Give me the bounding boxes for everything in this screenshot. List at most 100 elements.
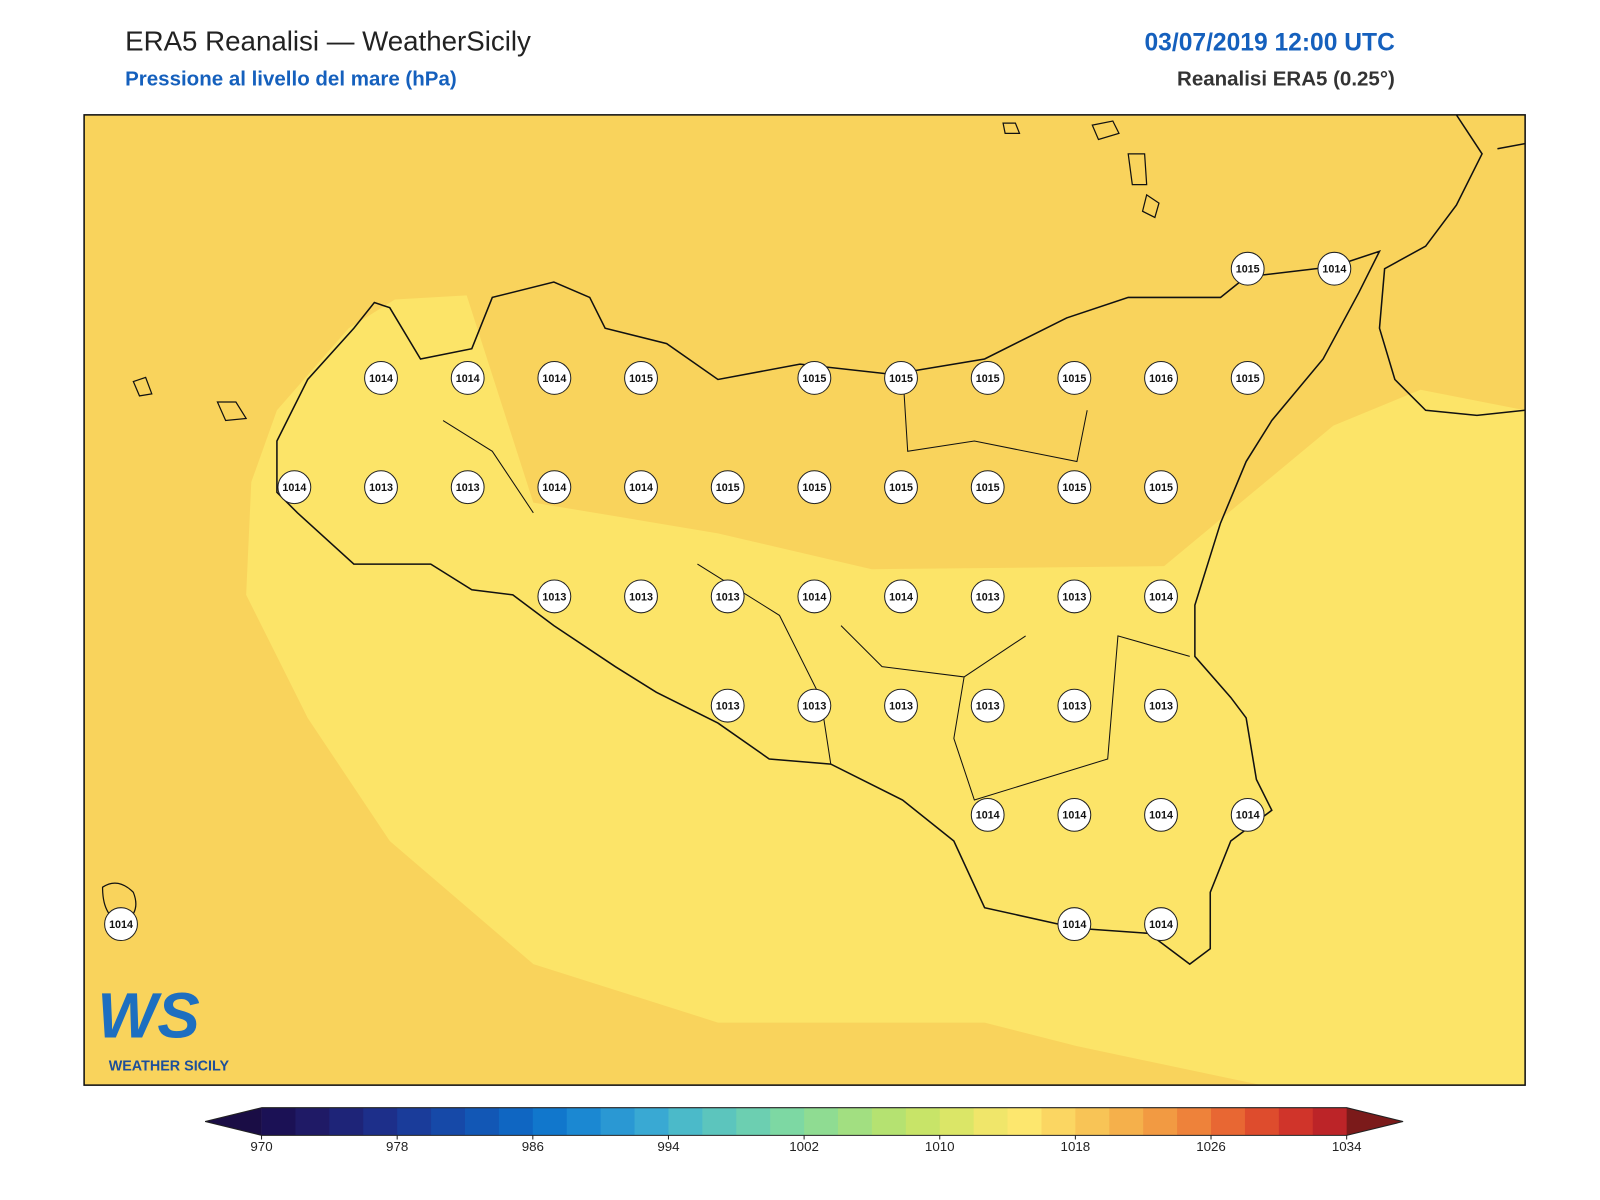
station-marker — [537, 361, 572, 395]
colorbar-segment — [770, 1107, 805, 1136]
station-marker — [884, 688, 918, 723]
colorbar-segment — [1007, 1107, 1042, 1136]
station-label: 1013 — [716, 701, 740, 713]
station-marker — [970, 688, 1005, 723]
colorbar-segment — [1244, 1107, 1280, 1136]
station-label: 1014 — [282, 482, 306, 494]
logo-letters: WS — [97, 980, 199, 1051]
station-marker — [970, 797, 1005, 832]
station-marker — [1144, 361, 1178, 395]
station-marker — [624, 579, 658, 614]
station-label: 1014 — [1149, 591, 1173, 603]
colorbar-segment — [634, 1107, 669, 1136]
station-marker — [1230, 361, 1265, 395]
colorbar-segment — [566, 1107, 602, 1136]
station-label: 1015 — [1062, 482, 1086, 494]
station-marker — [970, 470, 1005, 505]
colorbar-segment — [838, 1107, 873, 1136]
colorbar-segment — [702, 1107, 737, 1136]
colorbar-over — [1346, 1107, 1404, 1136]
station-label: 1015 — [802, 373, 826, 385]
station-marker — [1057, 470, 1092, 505]
colorbar-tick-label: 986 — [522, 1139, 544, 1154]
colorbar-segment — [668, 1107, 703, 1136]
station-label: 1014 — [456, 373, 480, 385]
colorbar-segment — [498, 1107, 534, 1136]
station-label: 1013 — [889, 701, 913, 713]
station-label: 1014 — [629, 482, 653, 494]
station-marker — [277, 470, 312, 505]
colorbar-tick-label: 1034 — [1332, 1139, 1362, 1154]
islands — [101, 120, 1160, 924]
station-label: 1013 — [716, 591, 740, 603]
station-label: 1015 — [629, 373, 653, 385]
colorbar-segment — [1211, 1107, 1246, 1136]
colorbar-segment — [397, 1107, 432, 1136]
colorbar-tick-label: 1010 — [925, 1139, 955, 1154]
station-label: 1015 — [889, 482, 913, 494]
colorbar-tick-label: 1026 — [1196, 1139, 1226, 1154]
station-label: 1014 — [542, 482, 566, 494]
station-label: 1015 — [1062, 373, 1086, 385]
station-marker — [104, 907, 138, 942]
colorbar-segment — [1143, 1107, 1178, 1136]
datetime: 03/07/2019 12:00 UTC — [1144, 30, 1395, 57]
colorbar-segment — [532, 1107, 568, 1136]
station-marker — [710, 579, 745, 614]
station-label: 1013 — [542, 591, 566, 603]
colorbar-segment — [600, 1107, 636, 1136]
station-label: 1014 — [889, 591, 913, 603]
station-label: 1015 — [1236, 373, 1260, 385]
station-label: 1013 — [1062, 591, 1086, 603]
station-label: 1014 — [1149, 810, 1173, 822]
station-marker — [797, 688, 832, 723]
station-label: 1013 — [456, 482, 480, 494]
station-marker — [797, 361, 832, 395]
station-marker — [1144, 688, 1178, 723]
colorbar-segment — [1041, 1107, 1076, 1136]
station-marker — [364, 470, 398, 505]
station-label: 1015 — [802, 482, 826, 494]
station-marker — [1057, 688, 1092, 723]
station-marker — [1057, 907, 1092, 942]
colorbar-segment — [1278, 1107, 1314, 1136]
colorbar-tick-label: 1018 — [1061, 1139, 1091, 1154]
stations: 1015 1014 1014 1014 1014 1015 1015 1015 1015 1015… — [104, 251, 1352, 942]
station-marker — [624, 361, 658, 395]
station-label: 1013 — [369, 482, 393, 494]
station-label: 1014 — [1062, 919, 1086, 931]
colorbar-segment — [363, 1107, 398, 1136]
colorbar-segment — [939, 1107, 975, 1136]
station-label: 1014 — [976, 810, 1000, 822]
station-label: 1016 — [1149, 373, 1173, 385]
colorbar-segment — [871, 1107, 907, 1136]
station-label: 1013 — [1062, 701, 1086, 713]
colorbar-segment — [1075, 1107, 1110, 1136]
colorbar-segment — [1177, 1107, 1212, 1136]
station-label: 1013 — [976, 591, 1000, 603]
colorbar-segment — [465, 1107, 500, 1136]
calabria-coast — [1378, 114, 1526, 417]
map: 1015 1014 1014 1014 1014 1015 1015 1015 1015 1015… — [83, 114, 1526, 1086]
station-label: 1013 — [802, 701, 826, 713]
colorbar-segment — [1109, 1107, 1144, 1136]
station-marker — [1230, 251, 1265, 286]
colorbar-segment — [905, 1107, 941, 1136]
station-marker — [1144, 579, 1178, 614]
colorbar-tick-label: 978 — [386, 1139, 408, 1154]
subtitle: Pressione al livello del mare (hPa) — [125, 67, 457, 90]
station-label: 1014 — [802, 591, 826, 603]
station-marker — [797, 470, 832, 505]
station-marker — [450, 470, 485, 505]
source: Reanalisi ERA5 (0.25°) — [1177, 67, 1395, 90]
coastline — [276, 249, 1382, 966]
colorbar-segment — [804, 1107, 839, 1136]
station-marker — [624, 470, 658, 505]
colorbar: 970 978 986 994 1002 1010 1018 1026 1034 — [205, 1107, 1404, 1154]
colorbar-segment — [295, 1107, 330, 1136]
colorbar-tick-label: 1002 — [789, 1139, 819, 1154]
colorbar-tick-label: 970 — [250, 1139, 272, 1154]
colorbar-segment — [431, 1107, 466, 1136]
logo-name: WEATHER SICILY — [109, 1058, 230, 1074]
